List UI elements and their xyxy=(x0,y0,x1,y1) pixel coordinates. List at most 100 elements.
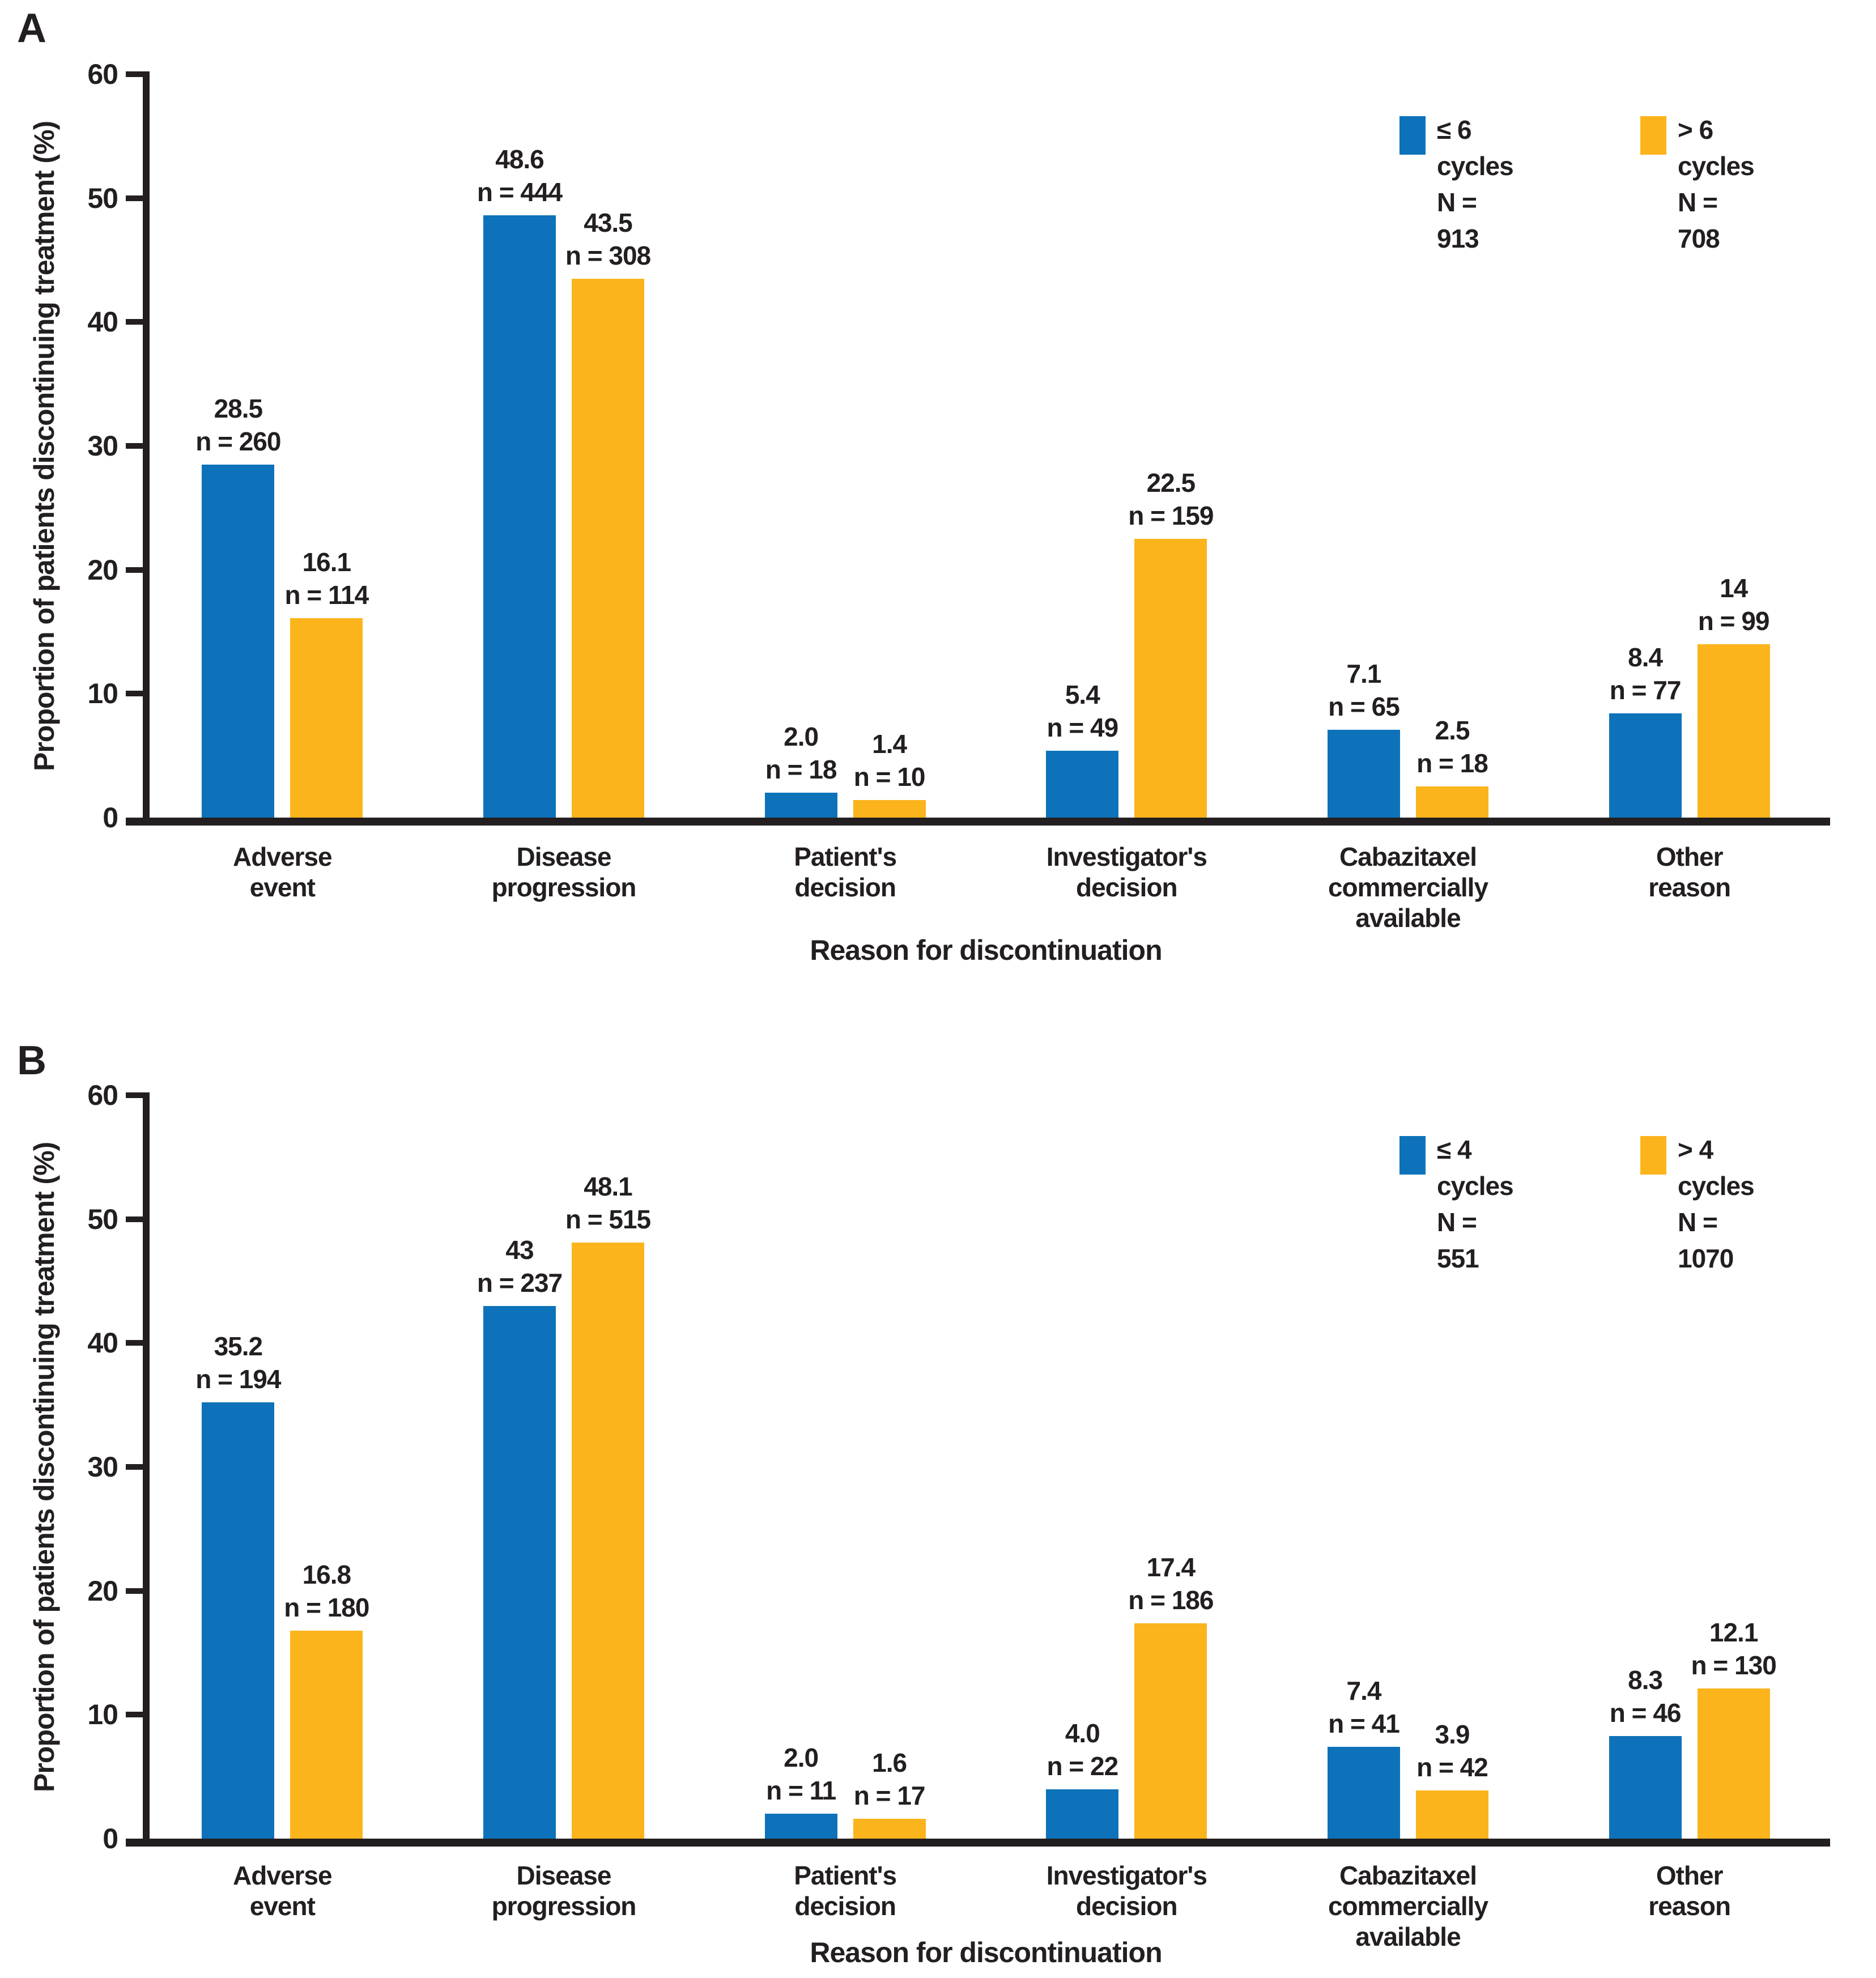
panel-b: B Proportion of patients discontinuing t… xyxy=(0,990,1876,1978)
y-tick xyxy=(126,319,150,325)
bar xyxy=(1697,1688,1770,1839)
bar-value-label: 2.0 n = 18 xyxy=(765,722,837,785)
bar xyxy=(572,278,644,818)
bar-value-label: 28.5 n = 260 xyxy=(195,393,281,456)
category-label: Adverse event xyxy=(233,1861,333,1921)
bar xyxy=(1046,750,1119,818)
bar xyxy=(202,1402,275,1839)
bar xyxy=(1416,786,1488,818)
y-tick-label: 30 xyxy=(87,430,118,462)
bar xyxy=(1609,1735,1682,1839)
y-tick-label: 10 xyxy=(87,1699,118,1731)
y-tick-label: 60 xyxy=(87,1079,118,1111)
bar-value-label: 17.4 n = 186 xyxy=(1128,1552,1214,1615)
y-tick xyxy=(126,71,150,77)
x-axis-title: Reason for discontinuation xyxy=(810,934,1162,966)
y-tick-label: 10 xyxy=(87,678,118,710)
bar-value-label: 4.0 n = 22 xyxy=(1047,1718,1118,1781)
bar xyxy=(572,1243,644,1839)
bar xyxy=(1416,1790,1488,1839)
bar-value-label: 22.5 n = 159 xyxy=(1128,468,1214,530)
bar xyxy=(1697,644,1770,818)
x-axis-line xyxy=(126,818,1830,826)
bar xyxy=(1046,1789,1119,1839)
x-axis-line xyxy=(126,1839,1830,1847)
bar xyxy=(290,618,363,818)
bar-value-label: 7.4 n = 41 xyxy=(1328,1676,1400,1739)
bar xyxy=(1134,539,1207,818)
legend-label: > 6 cycles N = 708 xyxy=(1678,115,1755,253)
category-label: Other reason xyxy=(1648,1861,1731,1921)
y-tick xyxy=(126,1712,150,1718)
bar xyxy=(764,1814,837,1839)
category-label: Disease progression xyxy=(491,1861,637,1921)
category-label: Adverse event xyxy=(233,842,333,902)
bar-value-label: 48.6 n = 444 xyxy=(477,144,563,207)
y-tick-label: 0 xyxy=(103,1823,118,1854)
bar-value-label: 35.2 n = 194 xyxy=(195,1332,281,1394)
bar-value-label: 3.9 n = 42 xyxy=(1416,1719,1488,1782)
legend-label: ≤ 4 cycles N = 551 xyxy=(1437,1135,1514,1273)
y-tick-label: 20 xyxy=(87,1575,118,1607)
category-label: Investigator's decision xyxy=(1046,842,1207,902)
y-tick xyxy=(126,195,150,201)
bar-value-label: 8.4 n = 77 xyxy=(1609,643,1682,705)
bar xyxy=(853,1819,926,1839)
category-label: Patient's decision xyxy=(794,1861,897,1921)
bar xyxy=(1609,713,1682,818)
legend-label: > 4 cycles N = 1070 xyxy=(1678,1135,1755,1273)
legend-swatch xyxy=(1399,1136,1426,1175)
bar xyxy=(290,1630,363,1839)
bar-value-label: 43.5 n = 308 xyxy=(565,207,651,270)
bar-value-label: 1.4 n = 10 xyxy=(853,729,926,792)
x-axis-title: Reason for discontinuation xyxy=(810,1937,1162,1968)
category-label: Disease progression xyxy=(491,842,637,902)
legend-swatch xyxy=(1640,116,1666,155)
panel-letter-a: A xyxy=(17,6,46,51)
bar xyxy=(1328,1747,1400,1839)
y-tick-label: 30 xyxy=(87,1451,118,1483)
y-tick xyxy=(126,1092,150,1098)
y-tick-label: 40 xyxy=(87,1327,118,1359)
bar xyxy=(202,464,275,818)
bar xyxy=(764,793,837,818)
bar-value-label: 1.6 n = 17 xyxy=(853,1748,926,1810)
bar-value-label: 8.3 n = 46 xyxy=(1609,1665,1682,1728)
bar-value-label: 7.1 n = 65 xyxy=(1328,658,1400,721)
bar xyxy=(1134,1623,1207,1839)
category-label: Patient's decision xyxy=(794,842,897,902)
bar-value-label: 2.0 n = 11 xyxy=(766,1743,836,1806)
y-tick-label: 60 xyxy=(87,58,118,90)
bar-value-label: 14 n = 99 xyxy=(1698,573,1770,636)
bar-value-label: 12.1 n = 130 xyxy=(1691,1618,1777,1681)
bar xyxy=(853,800,926,818)
category-label: Cabazitaxel commercially available xyxy=(1328,842,1488,933)
bar-value-label: 48.1 n = 515 xyxy=(565,1172,651,1235)
bar-value-label: 2.5 n = 18 xyxy=(1416,716,1488,779)
legend-swatch xyxy=(1399,116,1426,155)
bar-value-label: 43 n = 237 xyxy=(477,1235,563,1298)
bar xyxy=(483,1305,556,1839)
y-tick-label: 0 xyxy=(103,802,118,833)
y-tick xyxy=(126,443,150,449)
y-tick xyxy=(126,1216,150,1222)
y-tick xyxy=(126,1464,150,1470)
bar xyxy=(1328,729,1400,818)
y-tick-label: 50 xyxy=(87,182,118,214)
y-tick-label: 50 xyxy=(87,1203,118,1235)
y-tick-label: 40 xyxy=(87,306,118,338)
bar-value-label: 16.1 n = 114 xyxy=(284,547,369,610)
category-label: Cabazitaxel commercially available xyxy=(1328,1861,1488,1951)
category-label: Other reason xyxy=(1648,842,1731,902)
panel-a: A Proportion of patients discontinuing t… xyxy=(17,6,1830,966)
legend-label: ≤ 6 cycles N = 913 xyxy=(1437,115,1514,253)
y-tick xyxy=(126,1340,150,1346)
y-tick xyxy=(126,691,150,697)
y-tick xyxy=(126,1588,150,1594)
bar-value-label: 5.4 n = 49 xyxy=(1047,679,1118,742)
panel-letter-b: B xyxy=(17,1038,46,1083)
category-label: Investigator's decision xyxy=(1046,1861,1207,1921)
bar xyxy=(483,215,556,818)
y-tick xyxy=(126,567,150,573)
